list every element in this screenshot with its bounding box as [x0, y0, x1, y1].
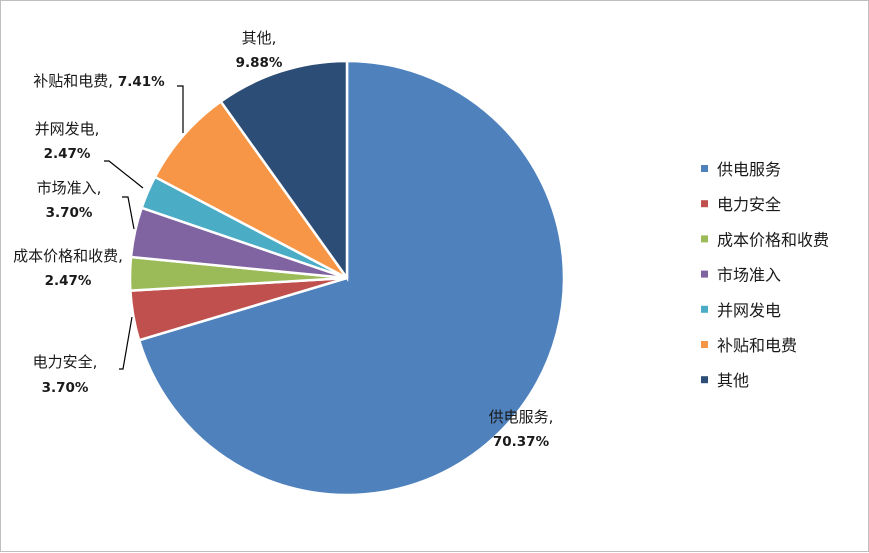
slice-pct-label-6: 9.88% [236, 55, 283, 71]
legend-swatch-5 [701, 341, 708, 348]
slice-label-4: 并网发电, [35, 120, 100, 138]
slice-label-1: 电力安全, [33, 353, 98, 371]
slice-label-6: 其他, [242, 29, 277, 47]
slice-pct-label-4: 2.47% [44, 146, 91, 162]
legend-swatch-0 [701, 165, 708, 172]
legend-swatch-2 [701, 235, 708, 243]
pie-slice-0 [137, 59, 566, 497]
legend-label-2: 成本价格和收费 [717, 230, 829, 249]
slice-pct-label-3: 3.70% [46, 205, 93, 221]
slice-pct-label-0: 70.37% [493, 434, 550, 450]
slice-label-2: 成本价格和收费, [13, 247, 123, 265]
legend-swatch-3 [701, 270, 708, 278]
legend-label-0: 供电服务 [717, 160, 781, 179]
slice-pct-label-1: 3.70% [42, 380, 89, 396]
slice-label-0: 供电服务, [489, 408, 554, 426]
legend-swatch-1 [701, 200, 708, 208]
legend-label-6: 其他 [717, 371, 749, 390]
leader-line-3 [122, 196, 135, 230]
slice-label-3: 市场准入, [37, 179, 102, 197]
legend-label-1: 电力安全 [717, 195, 781, 214]
leader-line-1 [119, 316, 133, 370]
pie-slice-5 [153, 99, 349, 280]
legend-label-5: 补贴和电费 [717, 336, 797, 355]
legend-swatch-4 [701, 305, 708, 313]
slice-label-5: 补贴和电费, 7.41% [33, 72, 165, 90]
leader-line-5 [177, 85, 184, 133]
slice-pct-label-2: 2.47% [45, 273, 92, 289]
leader-line-4 [104, 160, 144, 189]
legend-label-4: 并网发电 [717, 301, 781, 320]
legend-label-3: 市场准入 [717, 266, 781, 285]
pie-slice-6 [219, 59, 349, 282]
legend-swatch-6 [701, 376, 708, 384]
